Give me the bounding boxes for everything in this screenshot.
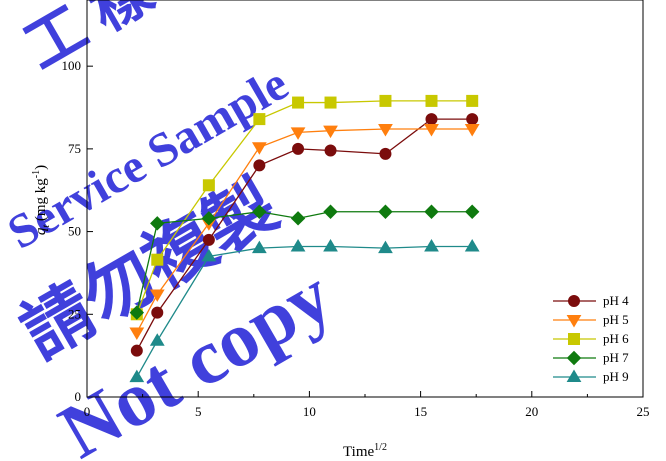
data-point-ph-7 [378,204,393,219]
data-point-ph-6 [151,253,164,266]
data-point-ph-9 [251,240,267,254]
legend-marker [566,315,582,328]
y-tick-label: 75 [68,141,81,156]
legend-label: pH 6 [603,331,629,346]
data-point-ph-4 [466,113,479,126]
data-point-ph-9 [378,240,393,254]
legend-marker [568,333,580,345]
y-tick-label: 100 [62,58,82,73]
data-point-ph-5 [378,124,393,137]
data-point-ph-9 [424,238,439,252]
data-point-ph-7 [290,211,306,226]
axes: 0 5 10 15 20 25 0 25 50 75 100 [62,58,650,419]
series-ph-9 [129,238,480,383]
data-point-ph-7 [150,216,165,231]
data-point-ph-4 [292,142,305,155]
data-point-ph-6 [466,94,479,107]
data-point-ph-6 [202,179,215,192]
y-axis-title: qt (mg kg-1) [31,165,52,235]
watermark-line: 工 樣 [14,0,165,81]
legend-label: pH 9 [603,369,629,384]
data-point-ph-9 [129,369,145,383]
data-point-ph-5 [290,127,306,140]
data-point-ph-7 [464,204,480,219]
watermark: 工 樣 Service Sample 請勿複製 Not copy [0,0,346,461]
y-tick-label: 0 [75,389,82,404]
series-ph-7 [129,204,480,320]
data-point-ph-4 [379,147,392,160]
data-point-ph-7 [424,204,439,219]
data-point-ph-5 [323,125,338,139]
legend-item-ph-9: pH 9 [553,369,629,384]
data-point-ph-7 [201,211,217,226]
legend-label: pH 5 [603,312,629,327]
data-point-ph-6 [379,94,392,107]
series-ph-6 [130,94,479,321]
x-axis-title: Time1/2 [343,442,387,460]
data-point-ph-4 [324,144,337,157]
data-point-ph-9 [464,238,480,252]
legend-label: pH 7 [603,350,629,365]
x-tick-label: 25 [637,404,650,419]
x-tick-label: 20 [525,404,538,419]
data-point-ph-5 [424,124,439,137]
data-point-ph-4 [425,113,438,126]
data-point-ph-5 [129,327,145,340]
legend-marker [566,369,582,382]
data-point-ph-5 [149,289,165,302]
data-point-ph-7 [252,204,267,219]
x-tick-label: 0 [84,404,91,419]
series-ph-4 [130,113,479,357]
legend-item-ph-7: pH 7 [553,350,629,366]
series-layer [129,94,480,383]
data-point-ph-9 [290,238,306,252]
data-point-ph-4 [130,344,143,357]
data-point-ph-6 [324,96,337,109]
y-tick-label: 50 [68,224,81,239]
data-point-ph-6 [292,96,305,109]
x-tick-label: 5 [195,404,202,419]
data-point-ph-9 [149,333,165,346]
x-tick-label: 10 [303,404,316,419]
data-point-ph-4 [202,233,215,246]
data-point-ph-4 [151,306,164,319]
legend-item-ph-4: pH 4 [553,293,629,308]
legend: pH 4 pH 5 pH 6 pH 7 pH 9 [553,293,629,384]
data-point-ph-5 [464,124,480,137]
y-tick-label: 25 [68,306,81,321]
data-point-ph-7 [129,305,145,320]
legend-marker [568,295,580,307]
data-point-ph-7 [323,204,338,219]
data-point-ph-9 [201,248,217,262]
data-point-ph-6 [425,94,438,107]
x-tick-label: 15 [414,404,427,419]
legend-item-ph-5: pH 5 [553,312,629,328]
data-point-ph-4 [253,159,266,172]
legend-marker [566,350,582,366]
data-point-ph-6 [253,113,266,126]
legend-label: pH 4 [603,293,629,308]
legend-item-ph-6: pH 6 [553,331,629,346]
data-point-ph-5 [251,142,267,155]
data-point-ph-9 [323,238,338,252]
